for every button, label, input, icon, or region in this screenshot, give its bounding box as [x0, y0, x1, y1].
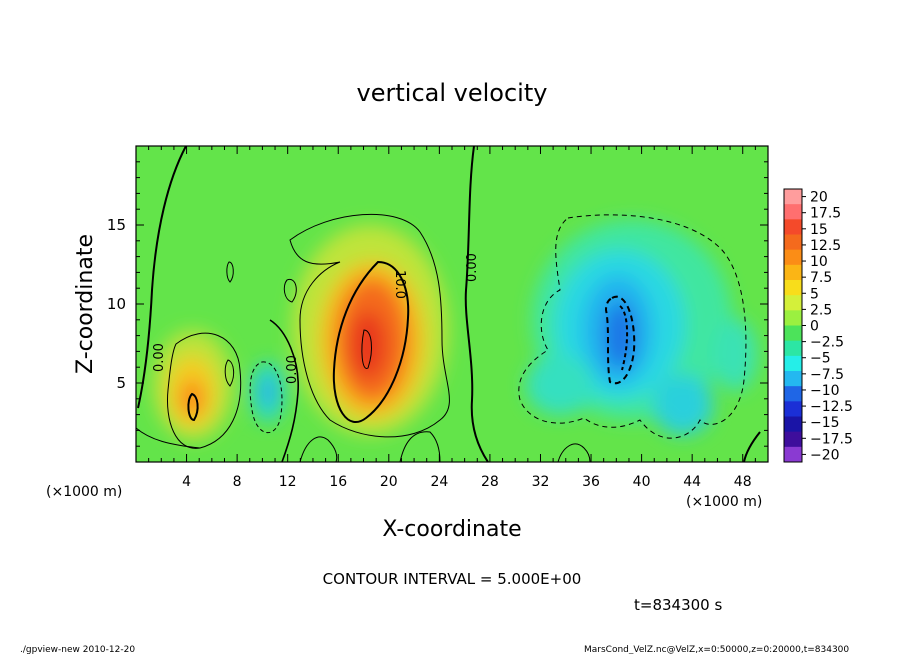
colorbar-label: 10: [810, 254, 828, 270]
colorbar-label: 0: [810, 319, 819, 335]
colorbar-swatch: [784, 386, 802, 402]
cell-left-core: [180, 380, 204, 416]
contour-small-a: [283, 278, 297, 303]
colorbar-label: −15: [810, 415, 840, 431]
x-unit-left: (×1000 m): [46, 484, 122, 500]
x-tick-label: 4: [182, 474, 191, 490]
x-tick-label: 24: [430, 474, 448, 490]
colorbar-label: 5: [810, 286, 819, 302]
y-tick-label: 10: [107, 295, 126, 313]
colorbar-label: 7.5: [810, 270, 832, 286]
contour-neg-outer: [518, 214, 747, 439]
colorbar-swatch: [784, 416, 802, 433]
colorbar-label: −5: [810, 351, 831, 367]
contour-bottom-blob-c: [557, 443, 591, 462]
contour-zero-left: [137, 146, 187, 409]
x-tick-label: 8: [233, 474, 242, 490]
x-tick-label: 20: [380, 474, 398, 490]
colorbar-label: 12.5: [810, 238, 841, 254]
contour-5-main: [289, 213, 450, 438]
chart-title: vertical velocity: [357, 79, 548, 107]
colorbar-swatch: [784, 325, 802, 342]
colorbar-label: 20: [810, 190, 828, 206]
colorbar-swatch: [784, 204, 802, 220]
neg-right-lobe: [713, 319, 757, 391]
colorbar-label: −17.5: [810, 431, 853, 447]
contour-10-left: [187, 392, 199, 422]
contour-5-left: [166, 332, 242, 449]
y-tick-label: 15: [107, 216, 126, 234]
contour-label-ten: 10.0: [392, 270, 407, 299]
contour-small-b: [226, 261, 234, 283]
contour-10-main: [332, 260, 410, 424]
colorbar-swatch: [784, 295, 802, 311]
x-tick-label: 28: [481, 474, 499, 490]
neg-lower: [653, 375, 713, 435]
neg-core: [604, 301, 636, 369]
colorbar-swatch: [784, 355, 802, 372]
contours: [136, 146, 761, 462]
x-tick-label: 16: [329, 474, 347, 490]
contour-label-zero-left: 0.00: [152, 343, 167, 372]
neg-left-lobe: [526, 355, 594, 415]
x-unit-right: (×1000 m): [686, 494, 762, 510]
colorbar-swatch: [784, 340, 802, 357]
x-tick-label: 32: [532, 474, 550, 490]
colorbar-swatch: [784, 234, 802, 251]
x-tick-label: 12: [279, 474, 297, 490]
cell-main-core: [350, 311, 386, 379]
colorbar-swatch: [784, 401, 802, 417]
colorbar-swatch: [784, 219, 802, 235]
contour-neg-core2: [619, 305, 629, 371]
y-tick-label: 5: [116, 374, 126, 392]
heatmap-plot: 0.00 0.00 10.0 0.00: [136, 146, 768, 462]
x-tick-label: 44: [683, 474, 701, 490]
footer-right: MarsCond_VelZ.nc@VelZ,x=0:50000,z=0:2000…: [584, 645, 849, 654]
cell-small-neg-core: [261, 380, 275, 404]
colorbar-label: −7.5: [810, 367, 844, 383]
contour-label-zero-small: 0.00: [285, 355, 300, 384]
x-axis-label: X-coordinate: [382, 517, 521, 542]
colorbar-label: −20: [810, 447, 840, 463]
colorbar-label: −2.5: [810, 335, 844, 351]
colorbar: 2017.51512.5107.552.50−2.5−5−7.5−10−12.5…: [783, 188, 853, 463]
colorbar-label: −10: [810, 383, 840, 399]
contour-interval: CONTOUR INTERVAL = 5.000E+00: [323, 570, 582, 588]
colorbar-swatch: [784, 264, 802, 281]
time-label: t=834300 s: [634, 596, 722, 614]
contour-bottom-blob-b: [399, 431, 441, 462]
y-axis-label: Z-coordinate: [73, 234, 98, 374]
colorbar-swatch: [784, 310, 802, 326]
contour-5-left-small: [224, 359, 235, 387]
contour-neg-core: [604, 295, 636, 385]
x-tick-label: 36: [582, 474, 600, 490]
colorbar-swatch: [784, 189, 802, 205]
footer-left: ./gpview-new 2010-12-20: [20, 645, 135, 654]
contour-bottom-left: [136, 427, 201, 449]
colorbar-label: 17.5: [810, 206, 841, 222]
colorbar-swatch: [784, 371, 802, 387]
contour-15-main: [361, 329, 372, 369]
colorbar-label: 2.5: [810, 302, 832, 318]
colorbar-swatch: [784, 280, 802, 296]
contour-bottom-blob-a: [299, 436, 338, 462]
colorbar-label: 15: [810, 222, 828, 238]
colorbar-swatch: [784, 431, 802, 448]
contour-zero-center: [464, 146, 489, 462]
colorbar-label: −12.5: [810, 399, 853, 415]
contour-zero-around-neg: [269, 319, 299, 462]
colorbar-swatch: [784, 446, 802, 463]
colorbar-swatch: [784, 249, 802, 266]
contour-neg-small: [249, 361, 283, 434]
contour-zero-right-bottom: [743, 431, 761, 462]
x-tick-label: 40: [633, 474, 651, 490]
x-tick-label: 48: [734, 474, 752, 490]
contour-label-zero-center: 0.00: [465, 253, 480, 282]
